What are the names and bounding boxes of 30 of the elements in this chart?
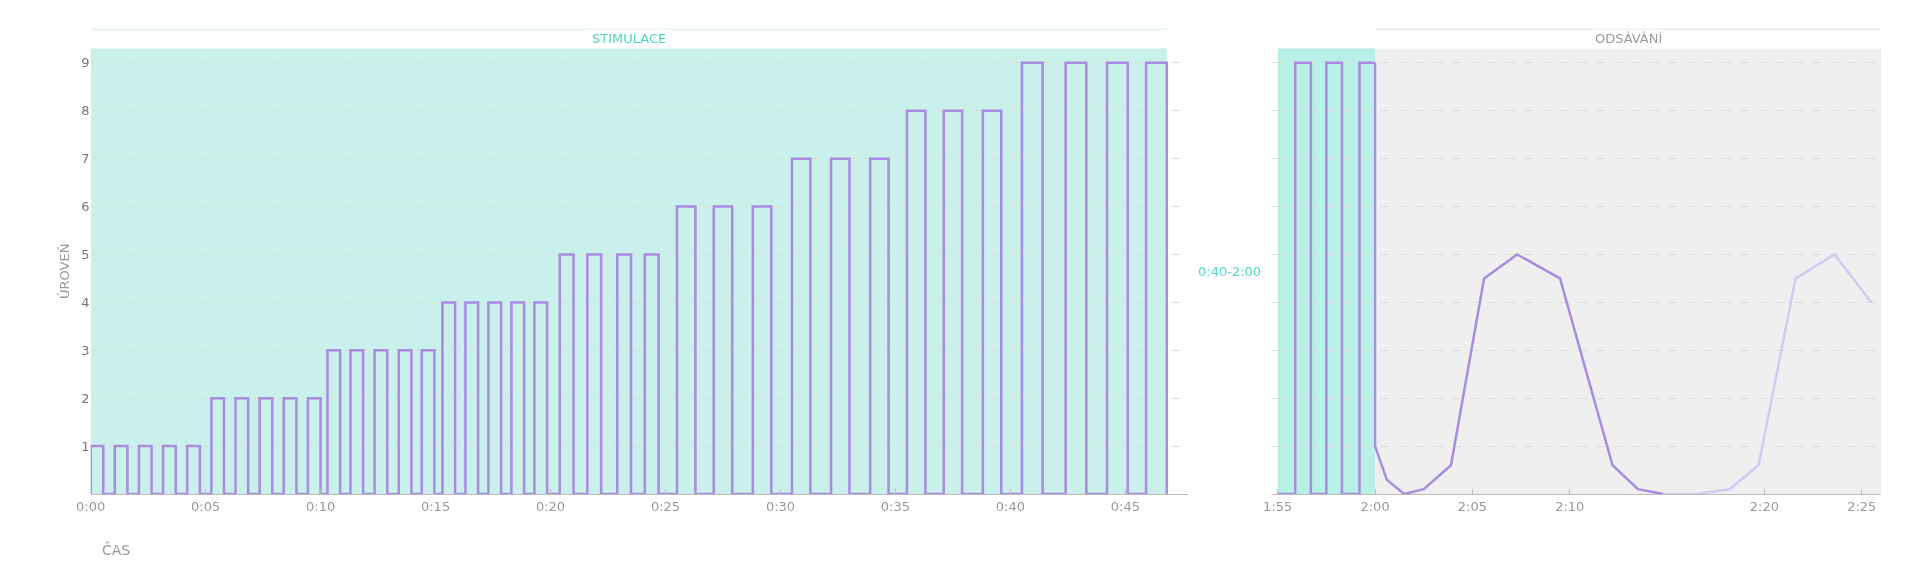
y-axis-title: ÚROVEŇ [57, 243, 73, 299]
x-tick-label: 0:05 [191, 498, 221, 514]
x-tick-label: 0:30 [765, 498, 796, 514]
y-tick-label: 5 [81, 247, 90, 263]
x-tick-label: 0:10 [305, 498, 336, 514]
y-tick-label: 2 [81, 390, 90, 406]
x-tick-label: 0:25 [650, 498, 681, 514]
y-tick-label: 1 [81, 438, 90, 454]
x-tick-label: 2:00 [1360, 498, 1390, 514]
band-label: STIMULACE [592, 31, 667, 46]
band-label: ODSÁVÁNÍ [1595, 31, 1663, 46]
x-tick-label: 0:15 [420, 498, 451, 514]
x-tick-label: 2:10 [1555, 498, 1585, 514]
x-tick-label: 0:40 [995, 498, 1026, 514]
y-tick-label: 3 [81, 342, 90, 358]
x-tick-label: 2:25 [1847, 498, 1877, 514]
y-tick-label: 4 [81, 294, 90, 310]
x-tick-label: 0:45 [1110, 498, 1141, 514]
text: 0:40-2:00 [1198, 264, 1262, 279]
x-tick-label: 1:55 [1263, 498, 1293, 514]
y-tick-label: 9 [81, 55, 90, 71]
x-tick-label: 0:00 [76, 498, 106, 514]
x-tick-label: 0:20 [535, 498, 566, 514]
y-tick-label: 7 [81, 151, 90, 167]
x-axis-title: ČAS [102, 541, 131, 558]
x-tick-label: 0:35 [880, 498, 911, 514]
y-tick-label: 6 [81, 199, 90, 215]
x-tick-label: 2:20 [1749, 498, 1780, 514]
y-tick-label: 8 [81, 103, 90, 119]
x-tick-label: 2:05 [1457, 498, 1488, 514]
